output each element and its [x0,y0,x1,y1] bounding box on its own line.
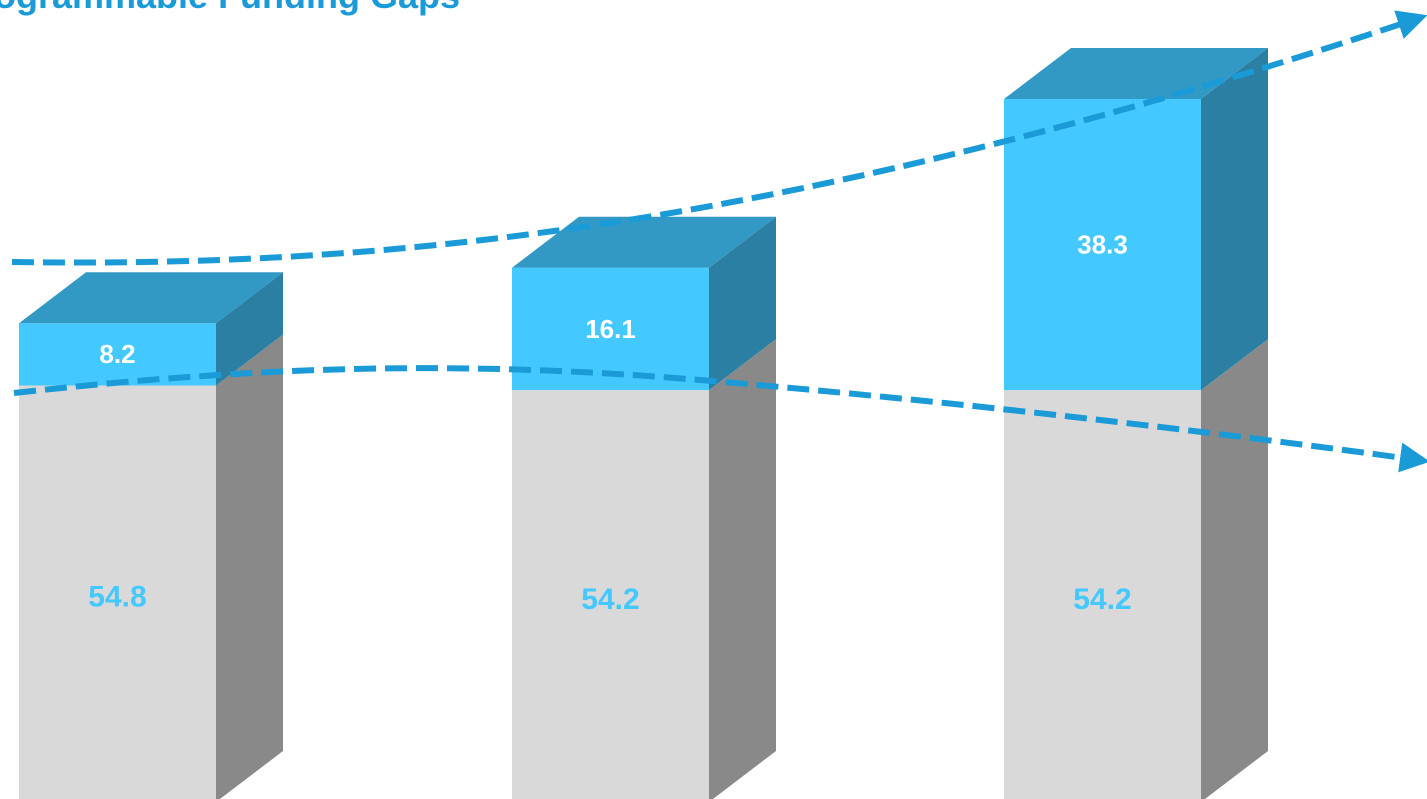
base-value-label: 54.2 [581,583,639,616]
base-value-label: 54.8 [88,581,146,614]
trend-arrows [11,10,1427,473]
base-segment-bar [1004,390,1201,799]
gap-segment-side [1201,48,1268,391]
base-value-label: 54.2 [1073,583,1131,616]
gap-segment-side [709,216,776,391]
gap-segment-bar [512,267,709,391]
gap-segment-bar [19,323,216,386]
base-segment-side [1201,339,1268,799]
gap-segment-bar [1004,99,1201,391]
bars-layer: 54.8 8.2 54.2 16.1 54.2 38.3 [19,48,1268,799]
gap-value-label: 38.3 [1077,229,1128,259]
gap-value-label: 16.1 [585,314,636,344]
bar-group-1: 54.8 8.2 [19,272,283,799]
chart-title: ogrammable Funding Gaps [0,0,460,16]
gap-value-label: 8.2 [99,339,135,369]
bar-group-3: 54.2 38.3 [1004,48,1268,799]
base-segment-side [216,334,283,799]
base-segment-bar [512,390,709,799]
base-segment-side [709,339,776,799]
gap-segment-top [19,272,283,324]
upward-trend-arrow [11,10,1427,266]
gap-segment-top [1004,48,1268,99]
gap-segment-side [216,272,283,386]
downward-trend-arrow [13,365,1427,473]
bar-group-2: 54.2 16.1 [512,216,776,799]
base-segment-bar [19,385,216,799]
